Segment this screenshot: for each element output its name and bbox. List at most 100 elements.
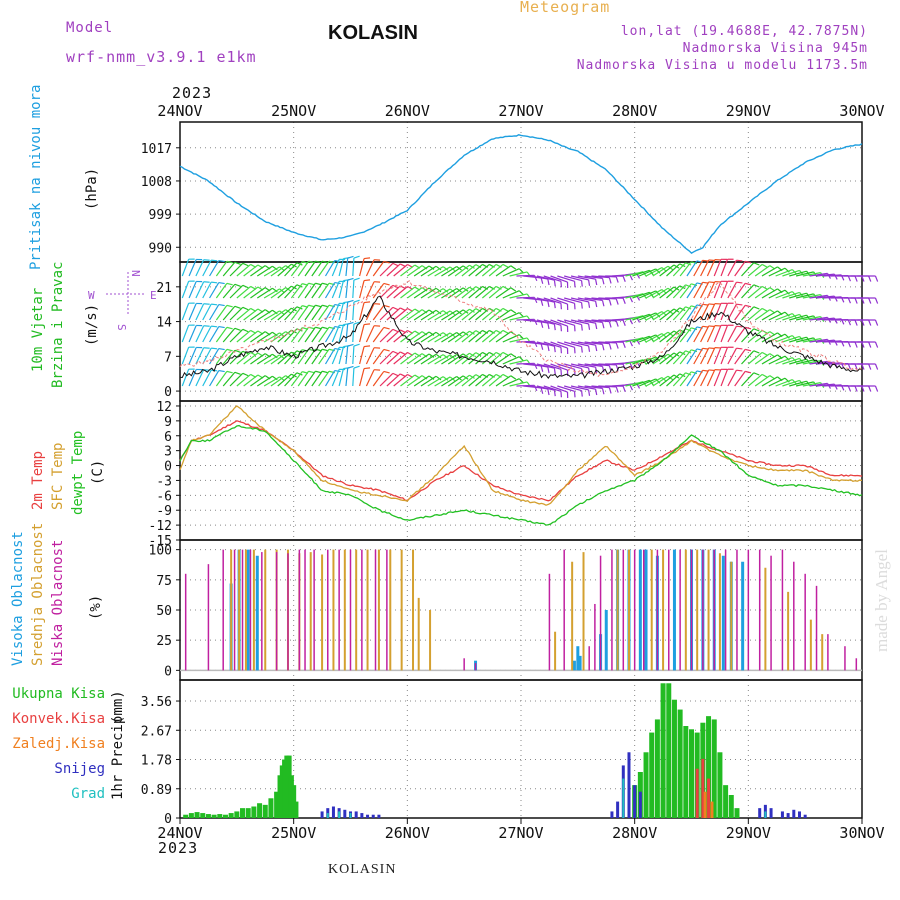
wind-barb-flag	[502, 329, 509, 334]
wind-barb	[338, 258, 345, 277]
wind-barb	[413, 331, 430, 343]
wind-barb-flag	[745, 282, 752, 286]
wind-barb	[502, 268, 520, 277]
wind-barb	[284, 372, 298, 387]
wind-barb	[509, 337, 528, 343]
wind-barb	[434, 288, 451, 299]
wind-barb	[782, 291, 800, 299]
precip-bar-0	[251, 806, 257, 818]
wind-barb	[427, 266, 444, 277]
wind-barb	[372, 261, 385, 277]
wind-barb-flag	[615, 298, 619, 305]
wind-barb-flag	[745, 370, 752, 374]
wind-barb	[700, 347, 710, 365]
wind-barb-flag	[308, 260, 315, 264]
wind-barb	[713, 303, 722, 321]
wind-barb-flag	[226, 348, 233, 352]
wind-barb-flag	[868, 319, 872, 326]
wind-barb	[747, 351, 763, 365]
wind-barb	[270, 265, 287, 277]
wind-barb-flag	[353, 299, 360, 303]
wind-barb	[304, 348, 316, 365]
wind-barb-flag	[242, 328, 249, 333]
wind-barb	[338, 324, 345, 343]
wind-barb-flag	[601, 344, 605, 351]
wind-barb	[652, 375, 669, 387]
wind-barb-flag	[708, 281, 715, 284]
wind-barb	[215, 261, 228, 277]
wind-barb-flag	[502, 351, 509, 356]
wind-barb	[181, 368, 190, 387]
wind-barb	[638, 290, 656, 299]
wind-barb	[365, 325, 375, 343]
y-tick-label: 1.78	[141, 754, 172, 769]
wind-barb	[795, 381, 814, 387]
wind-barb-flag	[242, 372, 249, 377]
wind-barb	[789, 358, 807, 365]
wind-barb	[672, 372, 686, 387]
wind-barb-flag	[736, 259, 743, 262]
wind-barb-flag	[242, 284, 249, 289]
precip-bar-0	[723, 785, 729, 818]
wind-barb	[352, 279, 355, 299]
wind-barb	[359, 302, 365, 321]
wind-barb	[447, 265, 464, 277]
wind-barb	[557, 275, 575, 282]
wind-barb	[666, 351, 681, 365]
wind-barb	[352, 257, 355, 277]
wind-barb-flag	[761, 307, 768, 312]
wind-barb	[297, 282, 310, 299]
wind-barb-flag	[518, 268, 524, 274]
wind-barb	[393, 374, 408, 387]
wind-barb	[782, 357, 800, 365]
wind-barb	[475, 329, 490, 343]
wind-barb	[782, 313, 800, 321]
wind-barb-flag	[383, 326, 390, 330]
wind-barb	[372, 371, 385, 387]
wind-barb-flag	[510, 353, 517, 358]
wind-barb	[427, 376, 444, 387]
y-tick-label: -9	[156, 504, 172, 519]
wind-barb	[318, 326, 330, 343]
wind-barb	[632, 379, 650, 387]
wind-barb-flag	[629, 318, 633, 325]
wind-barb	[481, 263, 497, 277]
precip-bar-1	[695, 768, 699, 818]
wind-barb-flag	[242, 262, 249, 267]
wind-barb-flag	[502, 285, 509, 290]
wind-barb	[816, 383, 835, 387]
precip-bar-0	[234, 811, 240, 818]
wind-barb	[782, 379, 800, 387]
wind-barb	[809, 272, 828, 277]
wind-barb	[557, 319, 575, 326]
wind-barb	[502, 290, 520, 299]
wind-barb-flag	[363, 279, 371, 282]
wind-barb-flag	[383, 282, 390, 286]
precip-bar-1	[701, 758, 705, 818]
precip-bar-0	[183, 814, 189, 818]
wind-barb	[768, 289, 786, 299]
wind-barb	[406, 353, 423, 365]
wind-barb	[195, 281, 205, 299]
wind-barb	[509, 315, 528, 321]
wind-barb	[529, 341, 548, 346]
wind-barb	[311, 304, 323, 321]
wind-barb	[591, 385, 610, 389]
wind-barb	[400, 308, 416, 321]
wind-barb	[672, 306, 686, 321]
wind-barb	[359, 368, 365, 387]
wind-barb	[331, 303, 340, 321]
wind-barb-flag	[702, 281, 709, 284]
wind-barb	[461, 286, 477, 299]
wind-barb-flag	[308, 282, 315, 286]
wind-barb-flag	[874, 319, 879, 326]
wind-barb-flag	[745, 326, 752, 330]
wind-barb	[693, 325, 704, 343]
wind-barb-flag	[868, 363, 872, 370]
precip-bar-0	[654, 719, 660, 818]
wind-barb	[413, 375, 430, 387]
wind-barb	[454, 264, 470, 277]
wind-barb	[324, 326, 336, 343]
wind-barb-flag	[861, 341, 865, 348]
wind-barb-flag	[553, 324, 556, 331]
